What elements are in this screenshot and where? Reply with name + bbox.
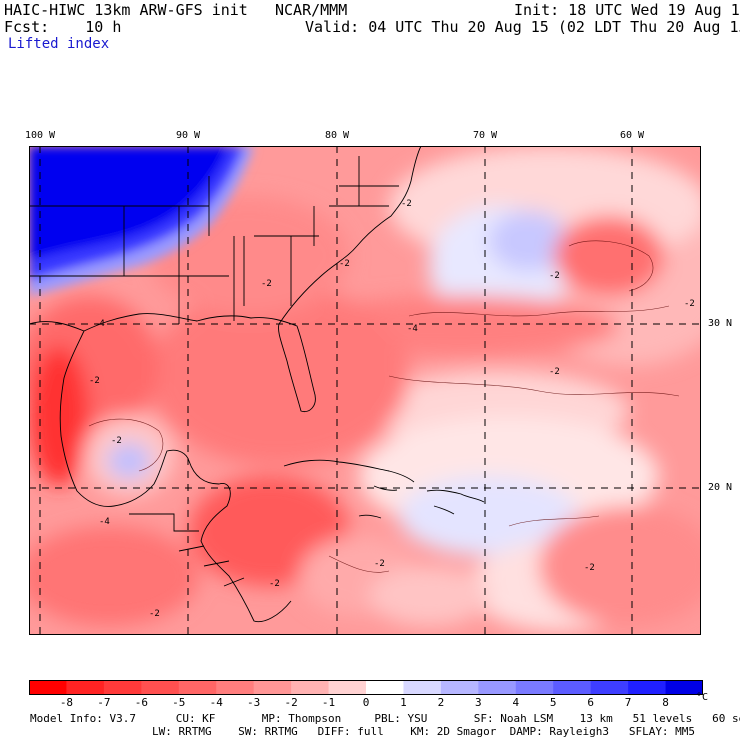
colorbar-tick-label: -6: [134, 696, 148, 709]
lon-label-70w: 70 W: [472, 130, 498, 141]
colorbar-cell: [515, 680, 554, 695]
contour-label: -2: [149, 609, 160, 619]
colorbar-cell: [590, 680, 629, 695]
colorbar-tick-label: 4: [512, 696, 520, 709]
contour-label: -2: [549, 367, 560, 377]
lon-label-100w: 100 W: [24, 130, 56, 141]
contour-label: -2: [269, 579, 280, 589]
cold-air-region: [29, 146, 254, 296]
colorbar-tick-label: -7: [97, 696, 111, 709]
field-name: Lifted index: [8, 36, 110, 52]
colorbar-cell: [103, 680, 142, 695]
contour-label: -2: [684, 299, 695, 309]
colorbar-frame: [29, 680, 703, 695]
model-info-line2: LW: RRTMG SW: RRTMG DIFF: full KM: 2D Sm…: [152, 725, 696, 738]
colorbar-tick-label: 6: [587, 696, 594, 709]
lon-label-60w: 60 W: [619, 130, 645, 141]
colorbar-tick-label: -1: [321, 696, 336, 709]
colorbar-tick-label: 0: [362, 696, 370, 709]
colorbar-cell: [628, 680, 667, 695]
colorbar-tick-label: -2: [284, 696, 298, 709]
colorbar-cell: [328, 680, 367, 695]
init-time: Init: 18 UTC Wed 19 Aug 15: [514, 1, 740, 19]
lat-lon-grid: [29, 146, 701, 635]
colorbar-cell: [216, 680, 255, 695]
contour-lines: [88, 240, 680, 573]
lon-label-80w: 80 W: [324, 130, 350, 141]
contour-label: -4: [407, 324, 418, 334]
contour-label: -2: [401, 199, 412, 209]
contour-label: -2: [584, 563, 595, 573]
colorbar-cell: [478, 680, 517, 695]
colorbar-tick-label: 3: [475, 696, 482, 709]
contour-label: -2: [374, 559, 385, 569]
colorbar-cell: [29, 680, 67, 695]
colorbar-cell: [141, 680, 180, 695]
contour-label: -2: [89, 376, 100, 386]
colorbar-cell: [553, 680, 592, 695]
organization: NCAR/MMM: [275, 1, 348, 19]
colorbar-tick-label: -8: [59, 696, 74, 709]
contour-label: -2: [111, 436, 122, 446]
colorbar-tick-label: -3: [247, 696, 261, 709]
contour-label: -2: [339, 259, 350, 269]
colorbar-unit: °C: [696, 692, 709, 703]
model-title: HAIC-HIWC 13km ARW-GFS init: [4, 1, 248, 19]
model-info-line1: Model Info: V3.7 CU: KF MP: Thompson PBL…: [30, 712, 740, 725]
colorbar-cell: [178, 680, 217, 695]
colorbar-tick-label: -5: [172, 696, 186, 709]
colorbar-cell: [403, 680, 442, 695]
lat-label-20n: 20 N: [708, 482, 733, 493]
lat-label-30n: 30 N: [708, 318, 733, 329]
forecast-hour: Fcst: 10 h: [4, 18, 122, 36]
lifted-index-map: -2 -2 -2 -2 -4 -2 -2 -4 -2 -2 -4 -2 -2 -…: [29, 146, 701, 635]
colorbar-tick-label: 8: [662, 696, 669, 709]
colorbar-cells: [29, 680, 703, 695]
colorbar-tick-label: 1: [400, 696, 407, 709]
valid-time: Valid: 04 UTC Thu 20 Aug 15 (02 LDT Thu …: [305, 18, 740, 36]
colorbar-tick-label: -4: [209, 696, 223, 709]
colorbar-tick-label: 7: [624, 696, 632, 709]
colorbar-tick-label: 5: [549, 696, 557, 709]
colorbar-cell: [291, 680, 330, 695]
colorbar-tick-label: 2: [437, 696, 445, 709]
contour-value-labels: -2 -2 -2 -2 -4 -2 -2 -4 -2 -2 -4 -2 -2 -…: [89, 199, 695, 619]
lon-label-90w: 90 W: [175, 130, 201, 141]
colorbar-cell: [253, 680, 292, 695]
coastlines-and-borders: [29, 146, 485, 623]
colorbar-cell: [665, 680, 703, 695]
colorbar-cell: [66, 680, 105, 695]
contour-label: -2: [261, 279, 272, 289]
contour-label: -2: [549, 271, 560, 281]
contour-label: -4: [94, 319, 105, 329]
colorbar: [29, 680, 703, 695]
map-frame: [29, 146, 701, 635]
colorbar-cell: [366, 680, 404, 695]
contour-label: -4: [99, 517, 110, 527]
colorbar-cell: [440, 680, 479, 695]
